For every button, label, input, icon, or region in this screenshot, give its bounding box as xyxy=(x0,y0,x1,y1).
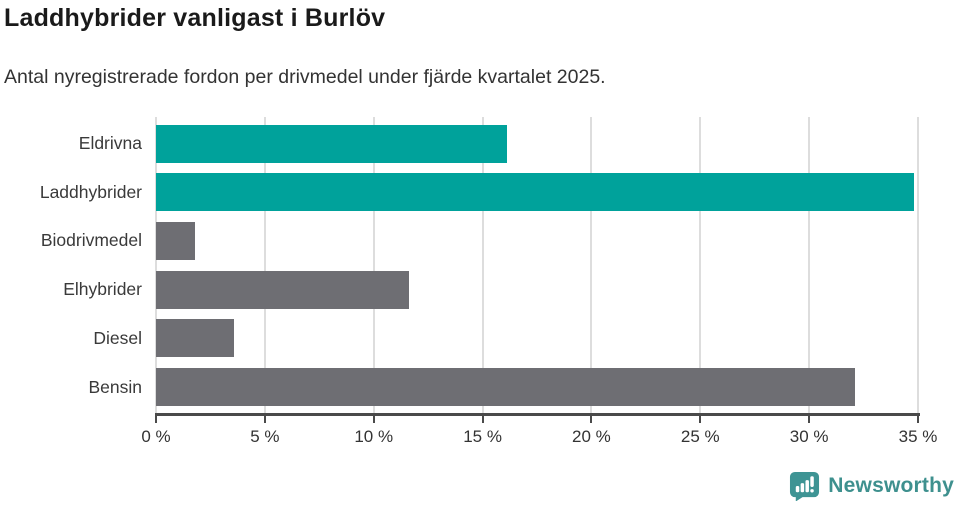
tick-30 xyxy=(808,415,811,423)
tick-label-25: 25 % xyxy=(680,427,720,446)
bar-laddhybrider xyxy=(156,173,914,212)
bar-glyph-3 xyxy=(805,480,810,493)
tick-label-30: 30 % xyxy=(789,427,829,446)
category-label-elhybrider: Elhybrider xyxy=(63,279,142,300)
exclamation-bar-glyph xyxy=(810,476,815,487)
bar-diesel xyxy=(156,319,235,358)
bar-eldrivna xyxy=(156,124,507,163)
tick-35 xyxy=(917,415,919,423)
tick-label-35: 35 % xyxy=(898,427,938,446)
bar-glyph-1 xyxy=(796,485,800,493)
tick-5 xyxy=(263,415,266,423)
speech-bubble-shape xyxy=(790,471,820,501)
chart-title: Laddhybrider vanligast i Burlöv xyxy=(4,4,386,32)
category-label-biodrivmedel: Biodrivmedel xyxy=(40,230,142,251)
newsworthy-logo-icon xyxy=(790,471,820,501)
bar-glyph-2 xyxy=(800,483,805,493)
gridline-35 xyxy=(917,117,919,413)
gridline-25 xyxy=(699,117,702,413)
category-label-diesel: Diesel xyxy=(93,327,142,348)
exclamation-dot-glyph xyxy=(810,489,815,493)
value-axis: 0 % 5 % 10 % 15 % 20 % 25 % 30 % 35 % xyxy=(141,413,937,453)
tick-10 xyxy=(372,415,375,423)
brand-name: Newsworthy xyxy=(828,473,954,497)
brand-footer: Newsworthy xyxy=(789,470,954,501)
gridline-15 xyxy=(481,117,484,413)
category-axis: Eldrivna Laddhybrider Biodrivmedel Elhybrid… xyxy=(0,117,142,413)
tick-25 xyxy=(699,415,702,423)
category-label-bensin: Bensin xyxy=(88,376,142,397)
tick-label-15: 15 % xyxy=(463,427,502,446)
tick-0 xyxy=(155,415,157,423)
tick-label-10: 10 % xyxy=(354,427,394,446)
bar-biodrivmedel xyxy=(156,221,196,260)
axis-spine xyxy=(155,413,920,416)
gridline-5 xyxy=(263,117,266,413)
category-label-laddhybrider: Laddhybrider xyxy=(39,181,142,202)
tick-label-20: 20 % xyxy=(572,427,611,446)
gridline-10 xyxy=(372,117,375,413)
bar-elhybrider xyxy=(156,270,409,309)
gridline-0 xyxy=(155,117,157,413)
tick-label-0: 0 % xyxy=(141,427,171,446)
plot-area xyxy=(155,117,919,413)
category-label-eldrivna: Eldrivna xyxy=(78,133,142,153)
bar-bensin xyxy=(156,368,855,406)
tick-20 xyxy=(590,415,593,423)
gridline-20 xyxy=(590,117,593,413)
tick-15 xyxy=(481,415,484,423)
gridline-30 xyxy=(808,117,811,413)
tick-label-5: 5 % xyxy=(250,427,280,446)
chart-subtitle: Antal nyregistrerade fordon per drivmede… xyxy=(4,66,606,88)
